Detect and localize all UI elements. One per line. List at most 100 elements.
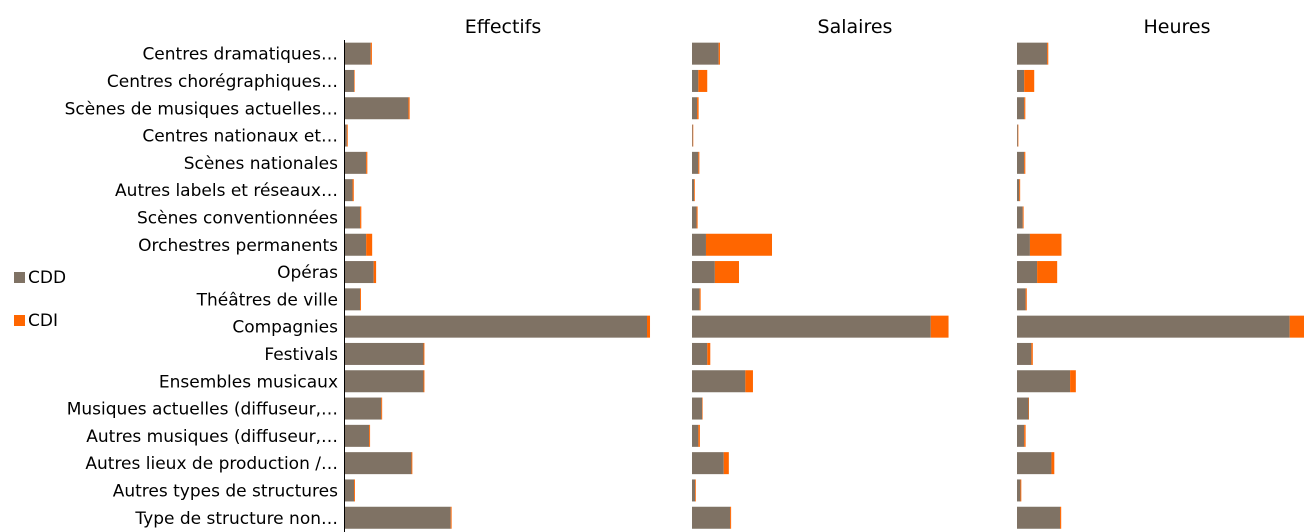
- bar-salaires-cdi: [699, 288, 701, 311]
- bar-salaires-cdi: [698, 151, 700, 174]
- panel-title-heures: Heures: [1143, 16, 1210, 38]
- bar-heures-cdi: [1024, 424, 1026, 447]
- bar-salaires-cdd: [692, 342, 708, 365]
- bar-heures-cdd: [1017, 151, 1025, 174]
- category-label: Type de structure non…: [134, 509, 338, 529]
- bar-heures-cdi: [1024, 97, 1026, 120]
- bar-salaires-cdd: [692, 397, 703, 420]
- bar-effectifs-cdi: [411, 452, 413, 475]
- bar-heures-cdi: [1025, 288, 1027, 311]
- bar-heures-cdd: [1017, 424, 1025, 447]
- bar-effectifs-cdi: [423, 370, 425, 393]
- bar-heures-cdi: [1022, 206, 1024, 229]
- bar-effectifs-cdd: [345, 179, 353, 202]
- bar-salaires-cdd: [692, 479, 696, 502]
- category-label: Autres types de structures: [113, 481, 338, 501]
- bar-heures-cdd: [1017, 506, 1061, 529]
- category-label: Ensembles musicaux: [159, 372, 338, 392]
- bar-salaires-cdi: [702, 397, 703, 420]
- bar-effectifs-cdd: [345, 315, 647, 338]
- bar-salaires-cdi: [723, 452, 729, 475]
- bar-salaires-cdd: [692, 261, 715, 284]
- bar-salaires-cdi: [692, 124, 694, 147]
- category-label: Centres nationaux et…: [142, 127, 338, 147]
- bar-salaires-cdi: [694, 179, 695, 202]
- bar-heures-cdd: [1017, 233, 1030, 256]
- bar-heures-cdd: [1017, 397, 1029, 420]
- category-label: Scènes de musiques actuelles…: [65, 99, 338, 119]
- bar-effectifs-cdd: [345, 42, 371, 65]
- bar-heures-cdd: [1017, 479, 1021, 502]
- bar-salaires-cdd: [692, 370, 746, 393]
- legend-label-cdi: CDI: [28, 311, 58, 331]
- bar-salaires-cdi: [714, 261, 739, 284]
- bar-effectifs-cdd: [345, 261, 374, 284]
- bar-effectifs-cdd: [345, 424, 370, 447]
- category-label: Centres dramatiques…: [142, 45, 338, 65]
- bar-effectifs-cdi: [360, 206, 362, 229]
- category-label: Scènes conventionnées: [137, 208, 338, 228]
- bar-heures-cdi: [1289, 315, 1304, 338]
- bar-salaires-cdi: [698, 69, 708, 92]
- bar-salaires-cdi: [696, 206, 698, 229]
- bar-salaires-cdi: [698, 424, 700, 447]
- bar-effectifs-cdd: [345, 124, 347, 147]
- bar-salaires-cdd: [692, 315, 931, 338]
- bar-heures-cdi: [1051, 452, 1055, 475]
- bar-heures-cdi: [1029, 233, 1062, 256]
- bar-effectifs-cdi: [408, 97, 410, 120]
- bar-salaires-cdi: [930, 315, 949, 338]
- bar-effectifs-cdi: [647, 315, 651, 338]
- bar-heures-cdd: [1017, 42, 1048, 65]
- panel-title-effectifs: Effectifs: [465, 16, 542, 38]
- bar-salaires-cdd: [692, 151, 699, 174]
- category-labels: Centres dramatiques… Centres chorégraphiq…: [65, 45, 339, 529]
- bar-effectifs-cdi: [366, 233, 373, 256]
- category-label: Scènes nationales: [184, 154, 338, 174]
- bar-effectifs-cdd: [345, 288, 361, 311]
- bar-effectifs-cdi: [346, 124, 348, 147]
- panel-titles: Effectifs Salaires Heures: [465, 16, 1211, 38]
- bar-salaires-cdi: [697, 97, 699, 120]
- bar-heures-cdi: [1028, 397, 1029, 420]
- bar-effectifs-cdd: [345, 233, 367, 256]
- bar-heures-cdd: [1017, 288, 1026, 311]
- panel-salaires: [692, 42, 949, 529]
- bar-salaires-cdi: [707, 342, 711, 365]
- category-label: Orchestres permanents: [138, 236, 338, 256]
- bar-salaires-cdd: [692, 506, 731, 529]
- bar-heures-cdi: [1017, 124, 1019, 147]
- bar-effectifs-cdd: [345, 397, 382, 420]
- bar-effectifs-cdi: [381, 397, 383, 420]
- bar-effectifs-cdi: [423, 342, 425, 365]
- category-label: Opéras: [277, 263, 338, 283]
- bar-heures-cdd: [1017, 124, 1018, 147]
- bar-effectifs-cdd: [345, 506, 451, 529]
- bar-heures-cdi: [1031, 342, 1033, 365]
- bar-effectifs-cdi: [369, 424, 371, 447]
- panel-title-salaires: Salaires: [818, 16, 893, 38]
- bar-heures-cdd: [1017, 342, 1032, 365]
- bar-heures-cdd: [1017, 206, 1023, 229]
- bar-effectifs-cdi: [450, 506, 452, 529]
- bar-effectifs-cdd: [345, 151, 367, 174]
- bar-heures-cdi: [1047, 42, 1049, 65]
- bar-effectifs-cdd: [345, 452, 412, 475]
- bar-effectifs-cdi: [373, 261, 377, 284]
- bar-effectifs-cdd: [345, 69, 355, 92]
- bar-heures-cdi: [1024, 69, 1035, 92]
- bar-heures-cdi: [1070, 370, 1076, 393]
- legend-label-cdd: CDD: [28, 268, 66, 288]
- category-label: Musiques actuelles (diffuseur,…: [67, 400, 338, 420]
- bar-salaires-cdd: [692, 452, 724, 475]
- bar-salaires-cdi: [730, 506, 732, 529]
- bar-salaires-cdi: [695, 479, 696, 502]
- bars: [345, 42, 1304, 529]
- bar-heures-cdi: [1019, 179, 1021, 202]
- category-label: Théâtres de ville: [196, 290, 338, 310]
- bar-salaires-cdd: [692, 124, 693, 147]
- bar-heures-cdi: [1020, 479, 1022, 502]
- category-label: Centres chorégraphiques…: [107, 72, 338, 92]
- bar-heures-cdd: [1017, 452, 1052, 475]
- bar-effectifs-cdi: [354, 479, 355, 502]
